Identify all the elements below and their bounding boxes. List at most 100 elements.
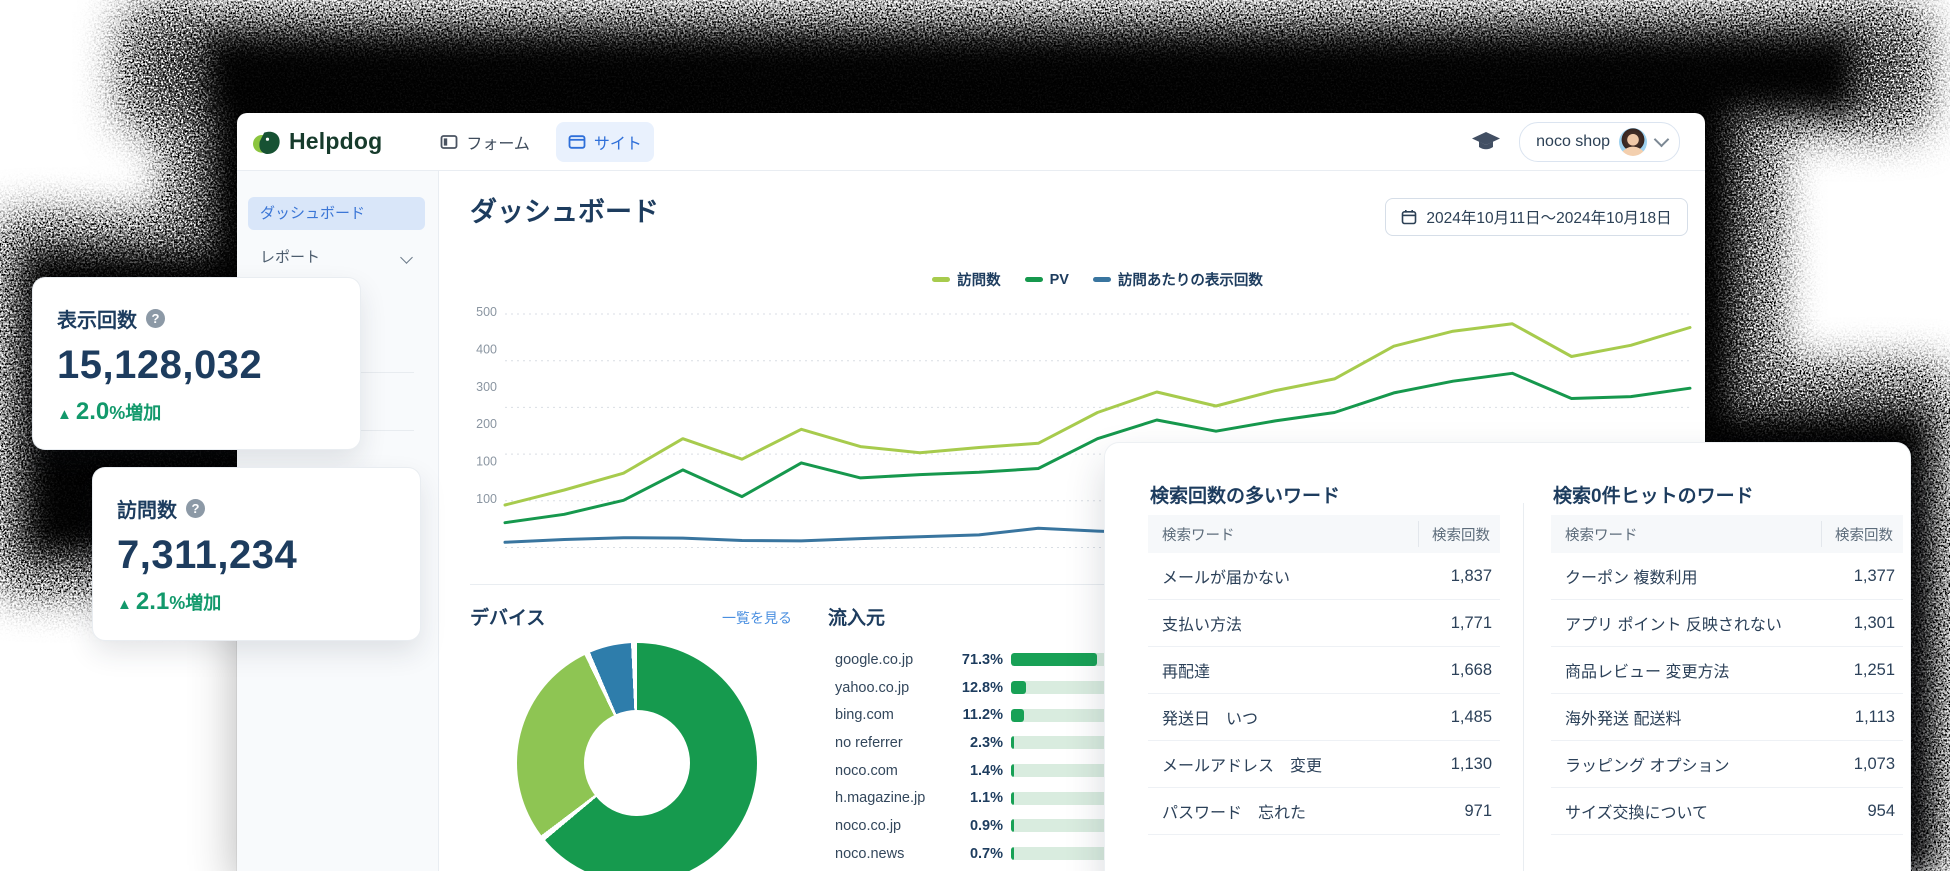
referrer-bar-fill bbox=[1011, 736, 1014, 750]
search-count: 1,301 bbox=[1853, 613, 1895, 632]
top-searches-rows: メールが届かない 1,837 支払い方法 1,771 再配達 1,668 発送日 いつ 1,4… bbox=[1148, 553, 1500, 835]
search-table-row: 海外発送 配送料 1,113 bbox=[1551, 694, 1903, 741]
stat-change: ▲ 2.1%増加 bbox=[117, 588, 396, 616]
search-count: 1,113 bbox=[1854, 707, 1895, 726]
search-count: 1,485 bbox=[1450, 707, 1492, 726]
account-name: noco shop bbox=[1536, 132, 1610, 150]
legend-swatch bbox=[932, 277, 951, 282]
search-word: メールアドレス 変更 bbox=[1162, 758, 1323, 775]
referrer-section-title: 流入元 bbox=[828, 608, 886, 629]
legend-label: 訪問あたりの表示回数 bbox=[1117, 273, 1263, 289]
referrer-percent: 12.8% bbox=[961, 679, 1003, 696]
sidebar-item-report[interactable]: レポート bbox=[248, 241, 425, 274]
graduation-cap-icon[interactable] bbox=[1471, 130, 1501, 154]
stat-change-value: 2.1 bbox=[135, 588, 170, 615]
column-search-word: 検索ワード bbox=[1565, 527, 1638, 544]
tab-form[interactable]: フォーム bbox=[428, 122, 542, 162]
stat-change-value: 2.0 bbox=[75, 398, 110, 425]
referrer-percent: 1.1% bbox=[969, 790, 1003, 807]
referrer-domain: google.co.jp bbox=[835, 651, 914, 668]
calendar-icon bbox=[1402, 210, 1417, 225]
search-table-row: 商品レビュー 変更方法 1,251 bbox=[1551, 647, 1903, 694]
column-search-count: 検索回数 bbox=[1432, 527, 1490, 544]
column-divider bbox=[1418, 521, 1419, 547]
view-list-link[interactable]: 一覧を見る bbox=[722, 610, 792, 626]
brand-name: Helpdog bbox=[289, 128, 383, 154]
series-line-PV bbox=[503, 371, 1692, 525]
stat-change-suffix: %増加 bbox=[169, 593, 222, 613]
up-triangle-icon: ▲ bbox=[57, 406, 72, 423]
tables-divider bbox=[1523, 503, 1524, 871]
brand-logo[interactable]: Helpdog bbox=[252, 128, 382, 156]
search-count: 954 bbox=[1867, 801, 1895, 820]
y-axis-tick: 100 bbox=[476, 455, 497, 469]
stat-value: 15,128,032 bbox=[57, 343, 263, 387]
help-icon[interactable]: ? bbox=[186, 499, 205, 518]
stat-label: 訪問数 bbox=[117, 500, 177, 522]
y-axis-tick: 400 bbox=[476, 342, 497, 356]
column-search-count: 検索回数 bbox=[1835, 527, 1893, 544]
sidebar-item-label: レポート bbox=[260, 249, 321, 266]
chevron-down-icon bbox=[1653, 131, 1670, 148]
search-count: 1,837 bbox=[1450, 566, 1492, 585]
referrer-bar-fill bbox=[1011, 819, 1014, 833]
legend-item: PV bbox=[1024, 269, 1069, 290]
referrer-domain: bing.com bbox=[835, 707, 894, 724]
form-icon bbox=[440, 134, 458, 149]
search-table-row: サイズ交換について 954 bbox=[1551, 788, 1903, 835]
search-word: 海外発送 配送料 bbox=[1565, 711, 1682, 728]
referrer-percent: 2.3% bbox=[969, 734, 1003, 751]
search-count: 1,771 bbox=[1450, 613, 1492, 632]
page-title: ダッシュボード bbox=[470, 197, 659, 227]
account-switcher[interactable]: noco shop bbox=[1519, 121, 1680, 162]
referrer-bar-fill bbox=[1011, 791, 1014, 805]
site-icon bbox=[568, 134, 586, 149]
search-count: 1,377 bbox=[1853, 566, 1895, 585]
stat-change-suffix: %増加 bbox=[109, 403, 162, 423]
search-count: 1,251 bbox=[1853, 660, 1895, 679]
stat-change: ▲ 2.0%増加 bbox=[57, 398, 336, 426]
search-words-card: 検索回数の多いワード 検索ワード 検索回数 メールが届かない 1,837 支払い方法… bbox=[1105, 443, 1910, 871]
search-table-row: メールが届かない 1,837 bbox=[1148, 553, 1500, 600]
referrer-bar-fill bbox=[1011, 653, 1097, 667]
sidebar-item-label: ダッシュボード bbox=[260, 205, 366, 222]
search-word: 発送日 いつ bbox=[1162, 711, 1259, 728]
search-count: 1,073 bbox=[1853, 754, 1895, 773]
referrer-domain: yahoo.co.jp bbox=[835, 679, 910, 696]
tab-site[interactable]: サイト bbox=[555, 121, 654, 162]
column-search-word: 検索ワード bbox=[1162, 527, 1235, 544]
table-header: 検索ワード 検索回数 bbox=[1148, 515, 1500, 553]
search-table-row: クーポン 複数利用 1,377 bbox=[1551, 553, 1903, 600]
y-axis-tick: 200 bbox=[476, 417, 497, 431]
legend-swatch bbox=[1024, 277, 1043, 282]
referrer-percent: 1.4% bbox=[969, 762, 1003, 779]
search-word: メールが届かない bbox=[1162, 570, 1291, 587]
search-table-row: パスワード 忘れた 971 bbox=[1148, 788, 1500, 835]
table-header: 検索ワード 検索回数 bbox=[1551, 515, 1903, 553]
search-table-row: 再配達 1,668 bbox=[1148, 647, 1500, 694]
column-divider bbox=[1821, 521, 1822, 547]
referrer-bar-fill bbox=[1011, 764, 1014, 778]
search-table-row: ラッピング オプション 1,073 bbox=[1551, 741, 1903, 788]
device-section-title: デバイス bbox=[470, 608, 546, 629]
search-table-row: アプリ ポイント 反映されない 1,301 bbox=[1551, 600, 1903, 647]
search-word: サイズ交換について bbox=[1565, 805, 1709, 822]
date-range-picker[interactable]: 2024年10月11日〜2024年10月18日 bbox=[1385, 198, 1688, 236]
referrer-percent: 0.9% bbox=[969, 817, 1003, 834]
search-word: 再配達 bbox=[1162, 664, 1211, 681]
referrer-domain: noco.news bbox=[835, 845, 905, 862]
search-count: 971 bbox=[1464, 801, 1492, 820]
avatar bbox=[1619, 127, 1647, 156]
helpdog-logo-icon bbox=[253, 131, 280, 154]
legend-item: 訪問数 bbox=[932, 269, 1001, 290]
stat-card-visits: 訪問数 ? 7,311,234 ▲ 2.1%増加 bbox=[93, 468, 420, 640]
stat-card-impressions: 表示回数 ? 15,128,032 ▲ 2.0%増加 bbox=[33, 278, 360, 449]
zero-hit-rows: クーポン 複数利用 1,377 アプリ ポイント 反映されない 1,301 商品レビュー… bbox=[1551, 553, 1903, 835]
help-icon[interactable]: ? bbox=[146, 309, 165, 328]
zero-hit-title: 検索0件ヒットのワード bbox=[1553, 486, 1754, 507]
date-range-label: 2024年10月11日〜2024年10月18日 bbox=[1426, 210, 1672, 227]
sidebar-item-dashboard[interactable]: ダッシュボード bbox=[248, 197, 425, 230]
series-line-訪問数 bbox=[503, 322, 1692, 507]
legend-swatch bbox=[1092, 277, 1111, 282]
